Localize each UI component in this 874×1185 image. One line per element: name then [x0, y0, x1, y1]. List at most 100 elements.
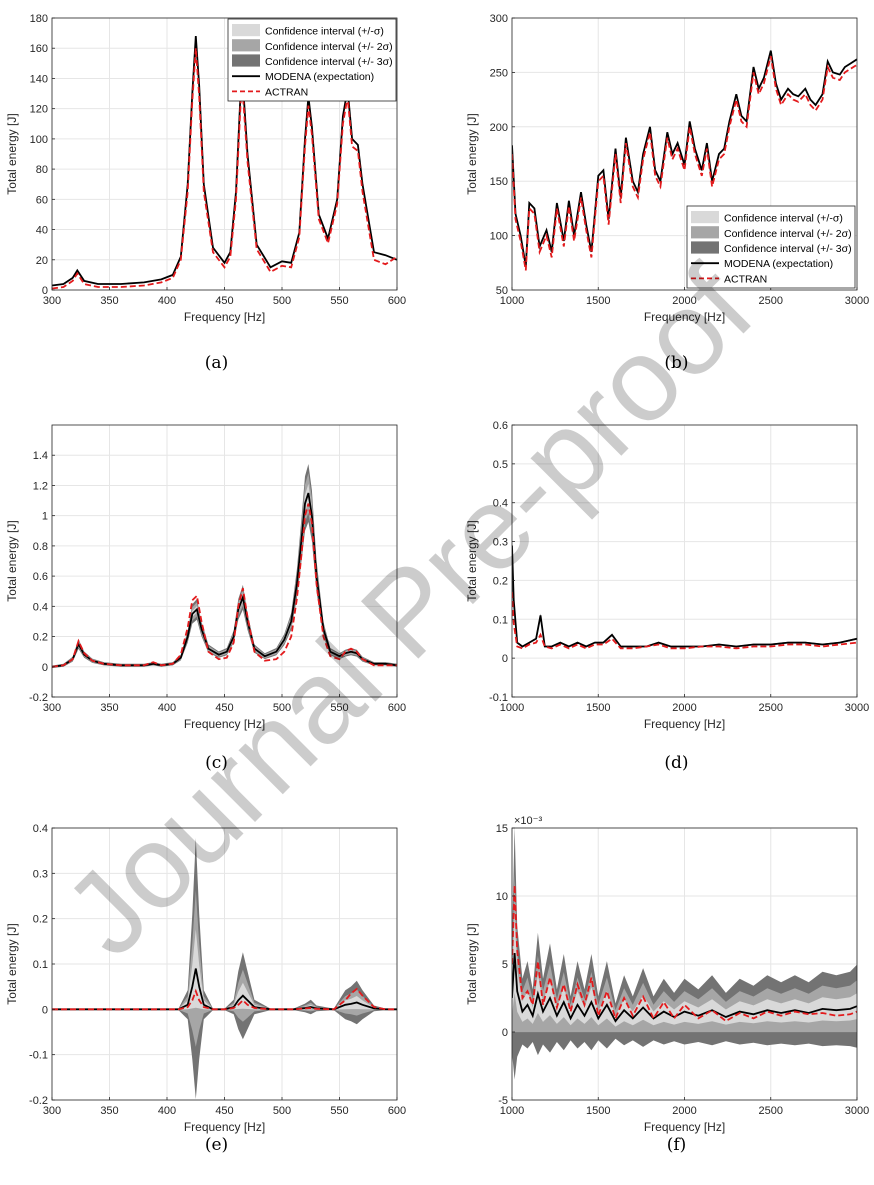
- series-actran-line: [52, 48, 397, 290]
- y-axis-label: Total energy [J]: [465, 923, 479, 1004]
- x-tick-label: 2500: [759, 702, 783, 714]
- x-tick-label: 550: [330, 702, 348, 714]
- y-axis-label: Total energy [J]: [5, 113, 19, 194]
- x-tick-label: 2000: [672, 295, 696, 307]
- legend-swatch-band: [232, 54, 260, 67]
- x-tick-label: 1500: [586, 702, 610, 714]
- y-tick-label: 5: [502, 959, 508, 971]
- x-tick-label: 350: [100, 1105, 118, 1117]
- x-tick-label: 500: [273, 1105, 291, 1117]
- y-tick-label: 0.2: [33, 914, 48, 926]
- panel-caption: (f): [667, 1135, 687, 1155]
- x-axis-label: Frequency [Hz]: [184, 310, 265, 324]
- x-tick-label: 1500: [586, 295, 610, 307]
- chart-panel-d: 1000 1500 2000 2500 3000 -0.1 0 0.1 0.2 0.3 0.4 0.5…: [465, 420, 869, 773]
- x-tick-label: 300: [43, 1105, 61, 1117]
- y-tick-label: 0.2: [493, 575, 508, 587]
- series-modena-line: [512, 953, 857, 1023]
- confidence-band-1: [512, 913, 857, 1027]
- legend-entry-label: Confidence interval (+/-σ): [265, 26, 384, 38]
- chart-panel-c: 300 350 400 450 500 550 600 -0.2 0 0.2 0.4 0.6 0.8 1 1…: [5, 424, 406, 773]
- x-tick-label: 2000: [672, 1105, 696, 1117]
- y-tick-label: 1: [42, 511, 48, 523]
- x-tick-label: 300: [43, 295, 61, 307]
- x-axis-label: Frequency [Hz]: [644, 1120, 725, 1134]
- y-tick-label: 50: [496, 285, 508, 297]
- y-tick-label: 0: [42, 1004, 48, 1016]
- series-actran-line: [512, 55, 857, 271]
- x-tick-label: 1000: [500, 1105, 524, 1117]
- x-tick-label: 2500: [759, 1105, 783, 1117]
- x-tick-label: 600: [388, 702, 406, 714]
- x-tick-label: 3000: [845, 702, 869, 714]
- legend-entry-label: Confidence interval (+/-σ): [724, 213, 843, 225]
- series-actran-line: [512, 885, 857, 1023]
- y-axis-label: Total energy [J]: [5, 520, 19, 601]
- x-tick-label: 300: [43, 702, 61, 714]
- y-tick-label: 0.2: [33, 632, 48, 644]
- y-tick-label: -0.1: [29, 1050, 48, 1062]
- y-tick-label: 1.4: [33, 450, 48, 462]
- x-tick-label: 450: [215, 295, 233, 307]
- x-tick-label: 350: [100, 702, 118, 714]
- legend-entry-label: Confidence interval (+/- 2σ): [724, 228, 852, 240]
- legend-swatch-band: [691, 226, 719, 239]
- y-tick-label: 0: [502, 1027, 508, 1039]
- x-tick-label: 2500: [759, 295, 783, 307]
- x-tick-label: 3000: [845, 1105, 869, 1117]
- panel-caption: (b): [664, 353, 688, 373]
- y-tick-label: 0: [42, 285, 48, 297]
- series-actran-line: [52, 503, 397, 668]
- legend-swatch-band: [232, 39, 260, 52]
- y-tick-label: -5: [498, 1095, 508, 1107]
- panel-caption: (d): [664, 753, 688, 773]
- series-actran-line: [512, 592, 857, 650]
- legend-swatch-band: [691, 241, 719, 254]
- legend-entry-label: MODENA (expectation): [724, 258, 833, 270]
- y-tick-label: 300: [490, 13, 508, 25]
- x-axis-label: Frequency [Hz]: [184, 1120, 265, 1134]
- x-tick-label: 400: [158, 1105, 176, 1117]
- x-tick-label: 500: [273, 295, 291, 307]
- x-tick-label: 450: [215, 702, 233, 714]
- x-tick-label: 2000: [672, 702, 696, 714]
- x-tick-label: 400: [158, 702, 176, 714]
- legend-swatch-band: [691, 211, 719, 224]
- y-tick-label: 120: [30, 104, 48, 116]
- y-tick-label: 250: [490, 67, 508, 79]
- y-tick-label: 140: [30, 73, 48, 85]
- panel-caption: (a): [205, 353, 228, 373]
- y-tick-label: 0: [502, 653, 508, 665]
- y-tick-label: 0.1: [493, 614, 508, 626]
- y-tick-label: 0: [42, 662, 48, 674]
- series-actran-line: [52, 987, 397, 1011]
- y-tick-label: 100: [30, 134, 48, 146]
- legend-entry-label: ACTRAN: [724, 273, 767, 285]
- y-exponent-label: ×10⁻³: [514, 815, 542, 827]
- y-tick-label: 60: [36, 194, 48, 206]
- x-axis-label: Frequency [Hz]: [644, 310, 725, 324]
- y-axis-label: Total energy [J]: [465, 113, 479, 194]
- y-tick-label: 0.6: [33, 571, 48, 583]
- y-tick-label: 0.4: [493, 498, 508, 510]
- x-tick-label: 1500: [586, 1105, 610, 1117]
- legend-swatch-band: [232, 24, 260, 37]
- y-tick-label: -0.2: [29, 1095, 48, 1107]
- x-tick-label: 3000: [845, 295, 869, 307]
- y-tick-label: 0.4: [33, 823, 48, 835]
- confidence-band-1: [52, 929, 397, 1010]
- legend-entry-label: Confidence interval (+/- 3σ): [724, 243, 852, 255]
- confidence-band-2: [512, 874, 857, 1033]
- x-tick-label: 500: [273, 702, 291, 714]
- y-tick-label: 0.5: [493, 459, 508, 471]
- y-tick-label: 80: [36, 164, 48, 176]
- y-tick-label: 0.6: [493, 420, 508, 432]
- x-tick-label: 600: [388, 295, 406, 307]
- y-tick-label: 10: [496, 891, 508, 903]
- y-tick-label: 0.4: [33, 601, 48, 613]
- chart-panel-e: 300 350 400 450 500 550 600 -0.2 -0.1 0 0.1 0.2 0.3 0…: [5, 823, 406, 1155]
- y-tick-label: 0.3: [493, 537, 508, 549]
- y-tick-label: 200: [490, 122, 508, 134]
- x-axis-label: Frequency [Hz]: [184, 717, 265, 731]
